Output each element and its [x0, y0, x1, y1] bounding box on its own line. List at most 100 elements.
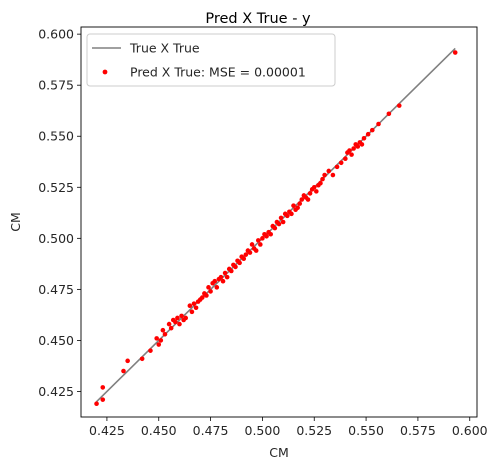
scatter-point [314, 189, 319, 194]
scatter-point [100, 385, 106, 390]
scatter-point [359, 142, 365, 147]
x-tick-label: 0.500 [245, 423, 281, 438]
x-tick-label: 0.450 [141, 423, 177, 438]
scatter-point [214, 285, 220, 290]
scatter-point [243, 252, 249, 257]
scatter-point [160, 327, 166, 333]
scatter-point [291, 203, 296, 208]
scatter-point [278, 215, 284, 221]
scatter-point [224, 274, 230, 280]
scatter-point [247, 250, 253, 255]
scatter-point [179, 313, 184, 319]
scatter-point [189, 309, 195, 315]
scatter-point [173, 319, 178, 325]
scatter-point [162, 332, 168, 337]
scatter-point [307, 191, 313, 196]
y-axis-label: CM [8, 212, 23, 232]
scatter-point [218, 274, 224, 280]
scatter-point [289, 211, 294, 217]
scatter-point [208, 289, 213, 294]
scatter-point [241, 256, 247, 262]
x-tick-label: 0.425 [89, 423, 125, 438]
scatter-point [206, 285, 211, 290]
plot-area [94, 47, 458, 407]
scatter-point [280, 219, 286, 225]
scatter-point [94, 401, 99, 407]
scatter-point [177, 321, 182, 327]
x-tick-label: 0.525 [296, 423, 332, 438]
y-tick-label: 0.525 [38, 180, 74, 195]
scatter-point [222, 270, 228, 276]
scatter-point [260, 236, 265, 241]
x-tick-label: 0.475 [193, 423, 229, 438]
scatter-point [212, 278, 218, 284]
legend-box [86, 33, 336, 87]
scatter-point [369, 127, 375, 133]
scatter-point [347, 148, 352, 153]
scatter-point [175, 315, 180, 321]
scatter-point [253, 248, 259, 253]
legend: True X True Pred X True: MSE = 0.00001 [86, 33, 336, 87]
scatter-point [311, 184, 317, 190]
scatter-point [284, 213, 290, 219]
scatter-point [386, 111, 392, 117]
legend-entry-true: True X True [129, 41, 200, 56]
scatter-point [249, 242, 255, 247]
scatter-point [276, 221, 282, 227]
scatter-point [166, 321, 172, 327]
scatter-point [361, 135, 367, 141]
y-tick-label: 0.500 [38, 231, 74, 246]
scatter-point [237, 260, 242, 266]
legend-marker-swatch [102, 69, 108, 75]
scatter-point [349, 152, 354, 157]
chart-title: Pred X True - y [205, 11, 311, 27]
scatter-point [156, 342, 162, 347]
scatter-point [355, 144, 361, 149]
scatter-point [183, 315, 189, 321]
scatter-point [305, 197, 311, 202]
scatter-point [272, 225, 278, 231]
scatter-point [320, 176, 325, 182]
scatter-point [193, 305, 199, 311]
scatter-point [154, 336, 159, 341]
scatter-point [199, 295, 205, 300]
y-tick-label: 0.575 [38, 78, 74, 93]
scatter-point [318, 180, 323, 186]
scatter-point [299, 197, 305, 202]
scatter-point [125, 358, 130, 364]
scatter-point [100, 397, 106, 402]
scatter-point [139, 356, 145, 362]
scatter-point [376, 121, 381, 127]
y-tick-label: 0.600 [38, 27, 74, 42]
scatter-point [338, 160, 344, 166]
y-tick-label: 0.450 [38, 333, 74, 348]
scatter-point [121, 368, 126, 374]
scatter-point [264, 233, 269, 239]
x-tick-label: 0.575 [400, 423, 436, 438]
scatter-point [255, 238, 261, 243]
x-tick-label: 0.550 [348, 423, 384, 438]
scatter-point [258, 242, 263, 247]
scatter-point [229, 268, 234, 274]
scatter-point [191, 301, 197, 306]
legend-entry-pred: Pred X True: MSE = 0.00001 [130, 65, 306, 80]
scatter-point [297, 201, 303, 206]
scatter-point [322, 172, 327, 178]
scatter-point [351, 146, 356, 151]
scatter-point [168, 325, 174, 331]
x-axis-label: CM [269, 445, 289, 460]
x-tick-label: 0.600 [452, 423, 488, 438]
scatter-point [330, 172, 336, 178]
x-axis: 0.425 0.450 0.475 0.500 0.525 0.550 0.575 0.600 [89, 417, 488, 438]
y-tick-label: 0.425 [38, 384, 74, 399]
scatter-point [452, 50, 458, 55]
scatter-point [187, 303, 193, 309]
scatter-point [233, 264, 238, 270]
scatter-point [295, 205, 300, 211]
y-tick-label: 0.550 [38, 129, 74, 144]
scatter-point [365, 131, 371, 137]
reference-line [95, 47, 456, 403]
scatter-point [326, 168, 332, 174]
scatter-point [220, 278, 226, 284]
scatter-point [204, 293, 209, 298]
